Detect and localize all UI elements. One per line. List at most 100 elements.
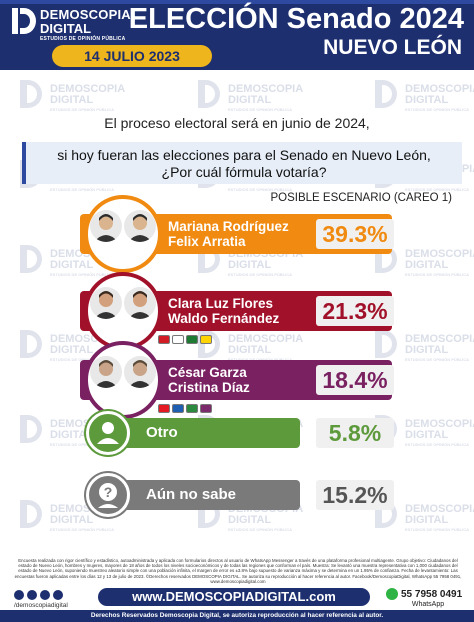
value-label: 15.2% bbox=[316, 480, 394, 510]
watermark-logo-icon bbox=[375, 330, 397, 358]
question-line-2: ¿Por cuál fórmula votaría? bbox=[161, 164, 327, 180]
watermark-tagline: ESTUDIOS DE OPINIÓN PÚBLICA bbox=[405, 442, 470, 447]
watermark-line1: DEMOSCOPIA bbox=[50, 248, 126, 260]
candidate-photo bbox=[90, 287, 122, 319]
brand-name-line1: DEMOSCOPIA bbox=[40, 7, 131, 22]
party-logo-icon bbox=[158, 335, 170, 344]
watermark-logo-icon bbox=[198, 330, 220, 358]
brand-name-line2: DIGITAL bbox=[40, 21, 92, 36]
social-handle[interactable]: /demoscopiadigital bbox=[14, 590, 68, 609]
question-intro: El proceso electoral será en junio de 20… bbox=[104, 115, 370, 131]
watermark-logo-icon bbox=[20, 80, 42, 108]
formula-label: Clara Luz Flores Waldo Fernández bbox=[168, 296, 279, 326]
watermark-line2: DIGITAL bbox=[405, 259, 449, 271]
party-logos bbox=[158, 404, 212, 413]
result-bar bbox=[100, 480, 300, 510]
watermark-tagline: ESTUDIOS DE OPINIÓN PÚBLICA bbox=[228, 272, 293, 277]
whatsapp-number: 55 7958 0491 bbox=[401, 588, 463, 600]
watermark-line2: DIGITAL bbox=[228, 259, 272, 271]
watermark-line2: DIGITAL bbox=[228, 344, 272, 356]
watermark-line1: DEMOSCOPIA bbox=[228, 248, 304, 260]
formula-label: César Garza Cristina Díaz bbox=[168, 365, 250, 395]
header-accent bbox=[0, 0, 474, 4]
person-icon bbox=[86, 411, 130, 455]
instagram-icon bbox=[40, 590, 50, 600]
watermark-line2: DIGITAL bbox=[405, 94, 449, 106]
whatsapp-contact[interactable]: 55 7958 0491 WhatsApp bbox=[386, 588, 470, 608]
website-link[interactable]: www.DEMOSCOPIADIGITAL.com bbox=[98, 588, 370, 606]
watermark-line1: DEMOSCOPIA bbox=[50, 503, 126, 515]
watermark-line1: DEMOSCOPIA bbox=[405, 503, 474, 515]
watermark-tagline: ESTUDIOS DE OPINIÓN PÚBLICA bbox=[228, 527, 293, 532]
watermark-line1: DEMOSCOPIA bbox=[50, 333, 126, 345]
watermark-line1: DEMOSCOPIA bbox=[405, 418, 474, 430]
watermark-line2: DIGITAL bbox=[405, 514, 449, 526]
value-label: 21.3% bbox=[316, 296, 394, 326]
party-logo-icon bbox=[200, 335, 212, 344]
candidate-photo bbox=[124, 210, 156, 242]
party-logo-icon bbox=[172, 404, 184, 413]
watermark-line1: DEMOSCOPIA bbox=[405, 83, 474, 95]
watermark-logo-icon bbox=[20, 500, 42, 528]
watermark-tagline: ESTUDIOS DE OPINIÓN PÚBLICA bbox=[405, 527, 470, 532]
party-logo-icon bbox=[186, 404, 198, 413]
watermark-line2: DIGITAL bbox=[50, 94, 94, 106]
candidate-photo bbox=[124, 356, 156, 388]
value-label: 5.8% bbox=[316, 418, 394, 448]
party-logos bbox=[158, 335, 212, 344]
watermark-tagline: ESTUDIOS DE OPINIÓN PÚBLICA bbox=[228, 187, 293, 192]
watermark-line2: DIGITAL bbox=[228, 514, 272, 526]
question-text: si hoy fueran las elecciones para el Sen… bbox=[26, 147, 462, 181]
watermark-tagline: ESTUDIOS DE OPINIÓN PÚBLICA bbox=[50, 357, 114, 362]
question-box bbox=[22, 142, 462, 184]
watermark-tagline: ESTUDIOS DE OPINIÓN PÚBLICA bbox=[50, 527, 115, 532]
watermark-tagline: ESTUDIOS DE OPINIÓN PÚBLICA bbox=[50, 442, 115, 447]
watermark-line2: DIGITAL bbox=[405, 344, 449, 356]
watermark-logo-icon bbox=[20, 245, 42, 273]
watermark-line2: DIGITAL bbox=[50, 344, 94, 356]
watermark-line2: DIGITAL bbox=[405, 429, 449, 441]
demoscopia-logo-icon bbox=[12, 8, 36, 34]
watermark-tagline: ESTUDIOS DE OPINIÓN PÚBLICA bbox=[405, 357, 470, 362]
result-bar bbox=[100, 418, 300, 448]
party-logo-icon bbox=[200, 404, 212, 413]
watermark-tagline: ESTUDIOS DE OPINIÓN PÚBLICA bbox=[405, 272, 470, 277]
watermark-tagline: ESTUDIOS DE OPINIÓN PÚBLICA bbox=[405, 187, 470, 192]
watermark-tagline: ESTUDIOS DE OPINIÓN PÚBLICA bbox=[50, 187, 115, 192]
candidate-name-2: Felix Arratia bbox=[168, 234, 246, 249]
date-badge: 14 JULIO 2023 bbox=[52, 45, 212, 67]
watermark-logo-icon bbox=[198, 80, 220, 108]
formula-label: Mariana Rodríguez Felix Arratia bbox=[168, 219, 289, 249]
watermark-logo-icon bbox=[375, 80, 397, 108]
watermark-tagline: ESTUDIOS DE OPINIÓN PÚBLICA bbox=[228, 358, 303, 362]
question-line-1: si hoy fueran las elecciones para el Sen… bbox=[57, 147, 431, 163]
watermark-tagline: ESTUDIOS DE OPINIÓN PÚBLICA bbox=[50, 272, 115, 277]
twitter-icon bbox=[27, 590, 37, 600]
watermark-line2: DIGITAL bbox=[50, 259, 94, 271]
value-label: 18.4% bbox=[316, 365, 394, 395]
brand-logo-text: DEMOSCOPIA DIGITAL ESTUDIOS DE OPINIÓN P… bbox=[40, 8, 131, 42]
candidate-photo bbox=[90, 356, 122, 388]
candidate-name-2: Cristina Díaz bbox=[168, 380, 250, 395]
watermark-line1: DEMOSCOPIA bbox=[228, 333, 304, 345]
party-logo-icon bbox=[172, 335, 184, 344]
value-label: 39.3% bbox=[316, 219, 394, 249]
candidate-name-1: César Garza bbox=[168, 365, 247, 380]
candidate-name-1: Mariana Rodríguez bbox=[168, 219, 289, 234]
watermark-tagline: ESTUDIOS DE OPINIÓN PÚBLICA bbox=[228, 107, 293, 112]
youtube-icon bbox=[53, 590, 63, 600]
social-handle-text: /demoscopiadigital bbox=[14, 602, 68, 609]
watermark-line2: DIGITAL bbox=[50, 429, 94, 441]
candidate-name-1: Clara Luz Flores bbox=[168, 296, 274, 311]
whatsapp-icon bbox=[386, 588, 398, 600]
option-label: Aún no sabe bbox=[146, 486, 237, 503]
rights-bar: Derechos Reservados Demoscopia Digital, … bbox=[0, 610, 474, 622]
svg-text:?: ? bbox=[104, 484, 113, 500]
party-logo-icon bbox=[158, 404, 170, 413]
watermark-tagline: ESTUDIOS DE OPINIÓN PÚBLICA bbox=[405, 107, 470, 112]
whatsapp-label: WhatsApp bbox=[411, 601, 445, 608]
watermark-line1: DEMOSCOPIA bbox=[405, 333, 474, 345]
watermark-tagline: ESTUDIOS DE OPINIÓN PÚBLICA bbox=[50, 107, 115, 112]
watermark-line1: DEMOSCOPIA bbox=[50, 83, 126, 95]
question-icon: ? bbox=[86, 473, 130, 517]
